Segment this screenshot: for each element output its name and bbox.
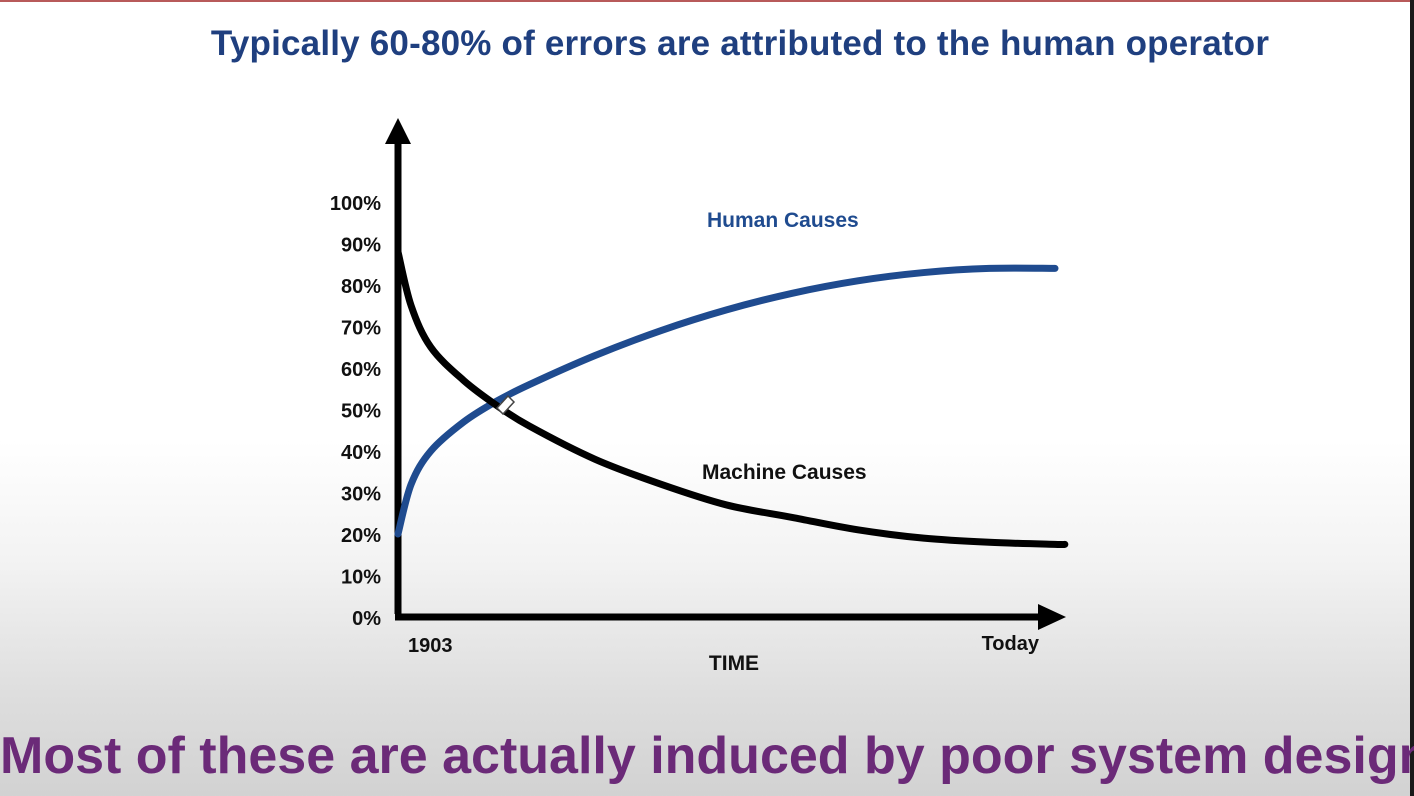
machine-causes-line [394, 248, 1069, 549]
y-tick-label: 30% [341, 484, 381, 506]
y-tick-label: 10% [341, 567, 381, 589]
right-edge [1410, 0, 1414, 796]
y-tick-label: 70% [341, 318, 381, 340]
x-axis-label: TIME [709, 652, 759, 675]
human-causes-line [394, 264, 1059, 538]
slide-title: Typically 60-80% of errors are attribute… [210, 24, 1270, 63]
cursor-icon [495, 394, 516, 416]
y-tick-label: 40% [341, 442, 381, 464]
y-axis-arrow [385, 118, 411, 144]
y-tick-label: 90% [341, 235, 381, 257]
footer-statement: Most of these are actually induced by po… [0, 727, 1414, 785]
chart: 0% 10% 20% 30% 40% 50% 60% 70% 80% 90% 100% 1903 Tod… [330, 118, 1069, 675]
top-rule [0, 0, 1414, 2]
x-axis-arrow [1038, 604, 1066, 630]
y-tick-label: 60% [341, 359, 381, 381]
y-tick-label: 100% [330, 193, 381, 215]
machine-causes-label: Machine Causes [702, 461, 867, 484]
x-tick-label: Today [982, 633, 1040, 655]
human-causes-label: Human Causes [707, 209, 859, 232]
y-tick-label: 50% [341, 401, 381, 423]
x-tick-label: 1903 [408, 635, 453, 657]
y-tick-label: 80% [341, 276, 381, 298]
y-tick-label: 0% [352, 608, 381, 630]
y-tick-label: 20% [341, 525, 381, 547]
